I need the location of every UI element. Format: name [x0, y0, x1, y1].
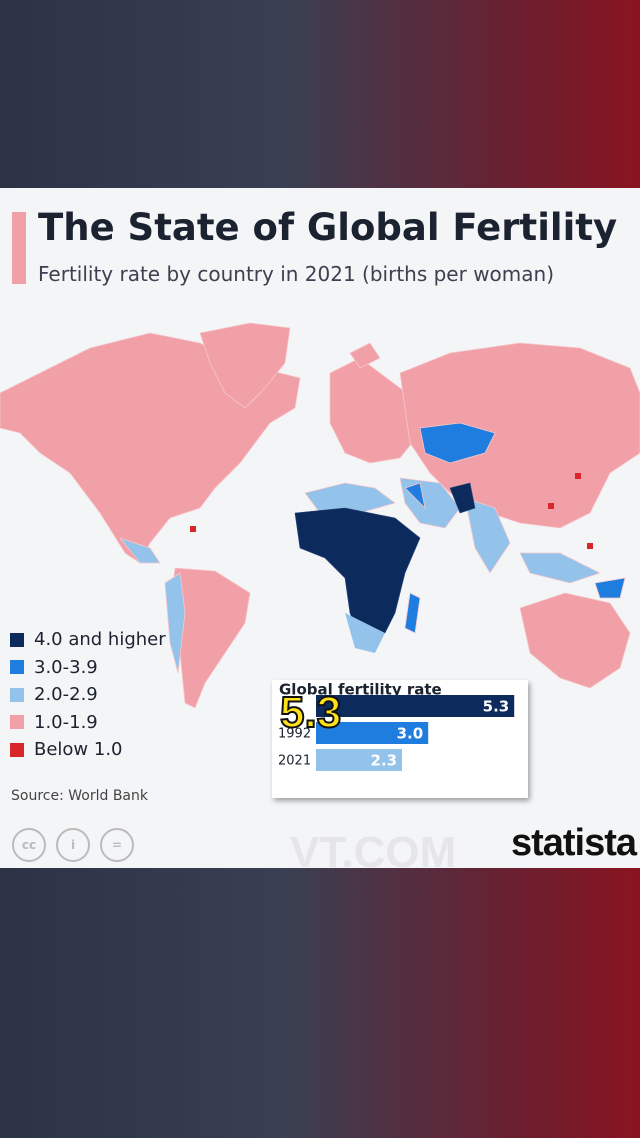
- bar: [316, 722, 429, 744]
- value-label: 3.0: [397, 725, 424, 743]
- nd-icon: =: [100, 828, 134, 862]
- brand-logo: statista: [510, 822, 637, 864]
- legend-item: Below 1.0: [10, 736, 166, 764]
- legend: 4.0 and higher 3.0-3.9 2.0-2.9 1.0-1.9 Below…: [10, 626, 166, 764]
- legend-swatch: [10, 715, 24, 730]
- watermark: VT.COM: [290, 828, 457, 877]
- legend-item: 3.0-3.9: [10, 654, 166, 682]
- legend-label: 1.0-1.9: [34, 711, 98, 733]
- category-label: 2021: [278, 754, 311, 769]
- legend-item: 4.0 and higher: [10, 626, 166, 654]
- value-label: 5.3: [483, 698, 510, 716]
- legend-swatch: [10, 742, 24, 757]
- title: The State of Global Fertility: [38, 206, 618, 249]
- legend-label: Below 1.0: [34, 739, 123, 761]
- legend-swatch: [10, 687, 24, 702]
- accent-bar: [12, 212, 26, 284]
- license-icons: cc i =: [12, 828, 134, 862]
- legend-swatch: [10, 632, 24, 647]
- cc-icon: cc: [12, 828, 46, 862]
- inset-chart: Global fertility rate 5.3 3.0 1992 2.3 2021: [272, 680, 528, 798]
- inset-title: Global fertility rate: [279, 681, 442, 699]
- legend-label: 4.0 and higher: [34, 629, 166, 651]
- by-icon: i: [56, 828, 90, 862]
- legend-item: 1.0-1.9: [10, 709, 166, 737]
- legend-label: 2.0-2.9: [34, 684, 98, 706]
- infographic-card: The State of Global Fertility Fertility …: [0, 188, 640, 877]
- category-label: 1992: [278, 727, 311, 742]
- legend-label: 3.0-3.9: [34, 656, 98, 678]
- subtitle: Fertility rate by country in 2021 (birth…: [38, 262, 555, 286]
- world-map: [0, 322, 640, 709]
- source: Source: World Bank: [11, 788, 148, 804]
- inset-svg: Global fertility rate 5.3 3.0 1992 2.3 2021: [278, 681, 515, 771]
- video-caption: 5.3: [279, 687, 342, 738]
- legend-swatch: [10, 660, 24, 675]
- bar: [316, 695, 515, 717]
- legend-item: 2.0-2.9: [10, 681, 166, 709]
- bar: [316, 749, 403, 771]
- value-label: 2.3: [370, 752, 397, 770]
